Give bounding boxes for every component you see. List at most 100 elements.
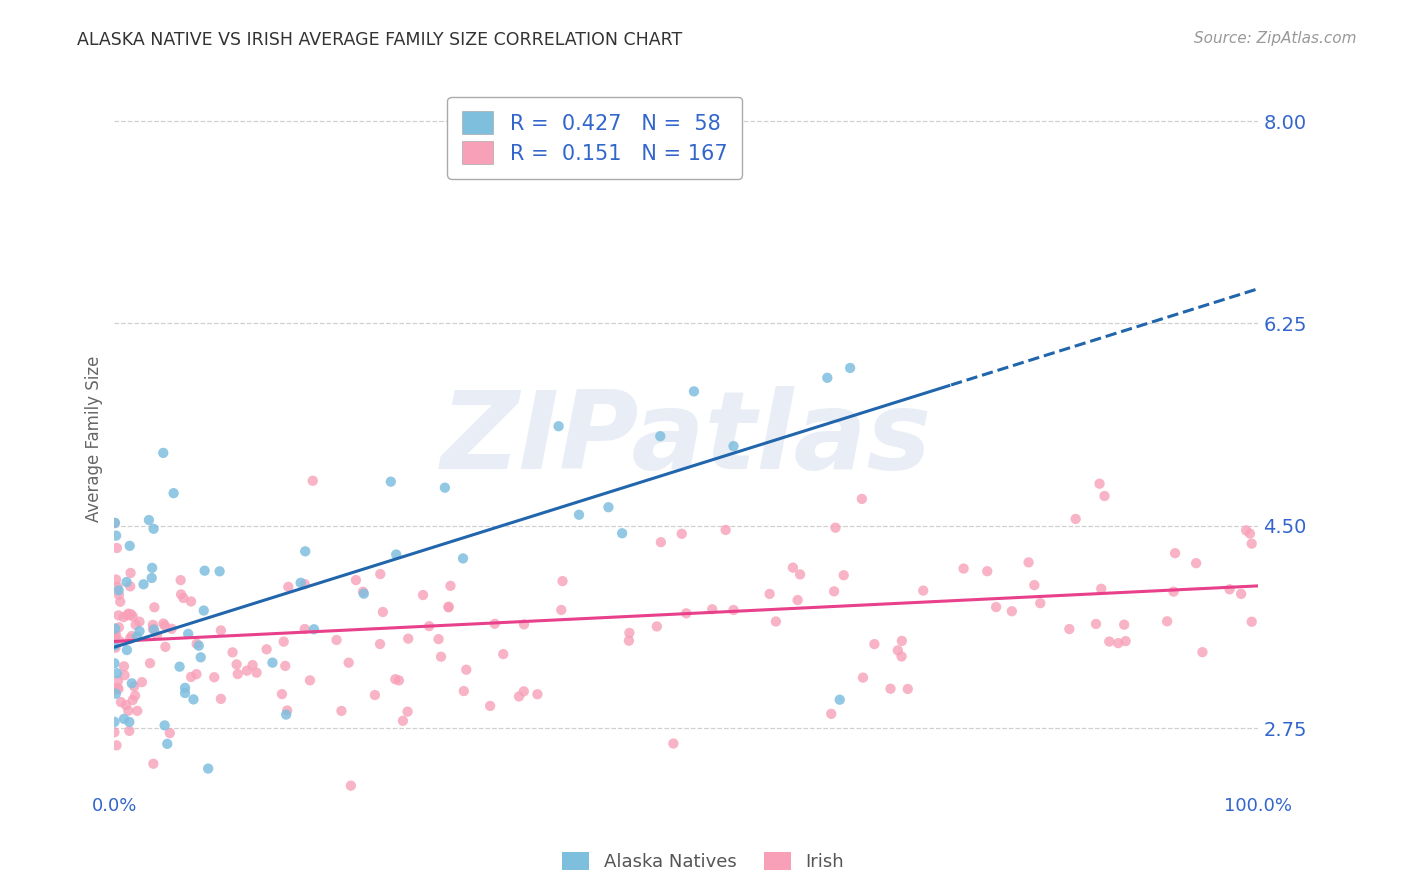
Point <box>245 665 267 680</box>
Point <box>723 603 745 617</box>
Point <box>479 698 502 713</box>
Point <box>298 673 321 688</box>
Point <box>236 664 259 678</box>
Point <box>820 706 842 721</box>
Point <box>105 573 128 587</box>
Point <box>782 560 804 574</box>
Point <box>364 688 387 702</box>
Point <box>156 737 179 751</box>
Point <box>301 474 323 488</box>
Point <box>851 491 873 506</box>
Point <box>839 361 862 376</box>
Point <box>1230 587 1253 601</box>
Point <box>1001 604 1024 618</box>
Point <box>202 670 225 684</box>
Point <box>103 629 125 643</box>
Point <box>325 632 347 647</box>
Point <box>598 500 620 515</box>
Point <box>828 692 851 706</box>
Point <box>120 579 142 593</box>
Point <box>1059 622 1081 636</box>
Point <box>1098 634 1121 648</box>
Point <box>143 623 166 637</box>
Point <box>385 548 408 562</box>
Point <box>547 419 569 434</box>
Point <box>226 667 249 681</box>
Point <box>337 656 360 670</box>
Point <box>290 575 312 590</box>
Point <box>1024 578 1046 592</box>
Point <box>108 620 131 634</box>
Point <box>103 639 125 653</box>
Point <box>121 629 143 643</box>
Point <box>186 637 208 651</box>
Point <box>105 580 128 594</box>
Point <box>138 513 160 527</box>
Point <box>190 650 212 665</box>
Point <box>887 643 910 657</box>
Point <box>105 666 128 681</box>
Point <box>683 384 706 399</box>
Point <box>890 649 912 664</box>
Point <box>115 698 138 712</box>
Point <box>120 566 142 580</box>
Point <box>1094 489 1116 503</box>
Point <box>208 564 231 578</box>
Point <box>103 725 125 739</box>
Point <box>170 587 193 601</box>
Legend: R =  0.427   N =  58, R =  0.151   N = 167: R = 0.427 N = 58, R = 0.151 N = 167 <box>447 96 742 178</box>
Point <box>890 634 912 648</box>
Point <box>789 567 811 582</box>
Point <box>103 714 125 729</box>
Point <box>162 486 184 500</box>
Point <box>128 624 150 639</box>
Point <box>110 595 132 609</box>
Point <box>912 583 935 598</box>
Point <box>786 593 808 607</box>
Point <box>169 573 191 587</box>
Point <box>141 561 163 575</box>
Point <box>118 539 141 553</box>
Point <box>368 567 391 582</box>
Point <box>107 681 129 696</box>
Point <box>852 671 875 685</box>
Point <box>131 675 153 690</box>
Point <box>193 603 215 617</box>
Point <box>112 659 135 673</box>
Point <box>153 618 176 632</box>
Point <box>1115 634 1137 648</box>
Point <box>1085 617 1108 632</box>
Point <box>142 756 165 771</box>
Point <box>396 705 419 719</box>
Point <box>103 657 125 671</box>
Point <box>650 535 672 549</box>
Point <box>513 617 536 632</box>
Point <box>294 577 316 591</box>
Point <box>242 658 264 673</box>
Point <box>256 642 278 657</box>
Point <box>353 587 375 601</box>
Point <box>645 619 668 633</box>
Point <box>120 632 142 646</box>
Point <box>105 541 128 555</box>
Point <box>330 704 353 718</box>
Point <box>104 516 127 531</box>
Point <box>197 762 219 776</box>
Point <box>294 544 316 558</box>
Point <box>209 624 232 638</box>
Point <box>765 615 787 629</box>
Point <box>617 633 640 648</box>
Point <box>118 714 141 729</box>
Point <box>1029 596 1052 610</box>
Point <box>124 617 146 632</box>
Point <box>107 673 129 688</box>
Point <box>271 687 294 701</box>
Point <box>456 663 478 677</box>
Point <box>105 681 128 695</box>
Point <box>105 739 128 753</box>
Point <box>105 628 128 642</box>
Point <box>675 607 697 621</box>
Point <box>984 600 1007 615</box>
Point <box>1240 536 1263 550</box>
Point <box>388 673 411 688</box>
